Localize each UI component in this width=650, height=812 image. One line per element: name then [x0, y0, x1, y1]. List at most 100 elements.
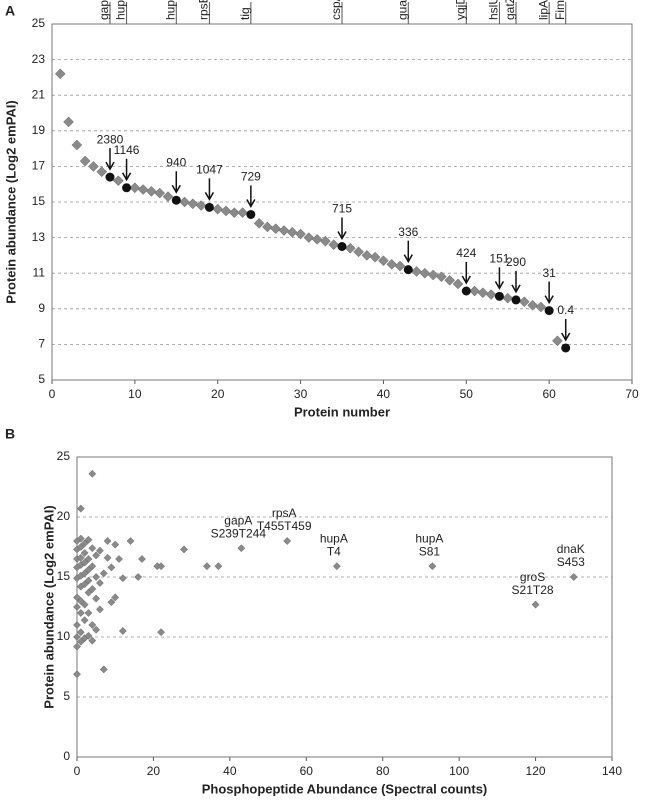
- point-label: 31: [542, 266, 556, 280]
- arrow-head: [403, 254, 413, 264]
- point: [214, 562, 223, 571]
- gene-label: tig: [238, 7, 252, 20]
- point: [92, 573, 101, 581]
- point: [237, 544, 246, 553]
- gene-label: guaA: [395, 0, 409, 20]
- point: [54, 68, 66, 80]
- point-label: 2380: [97, 132, 124, 146]
- point: [157, 562, 166, 571]
- point: [320, 235, 331, 247]
- point: [126, 537, 135, 545]
- point: [195, 200, 207, 211]
- arrow-head: [544, 295, 554, 305]
- point: [202, 562, 211, 571]
- x-tick-label: 60: [542, 387, 556, 401]
- y-tick-label: 25: [57, 449, 71, 463]
- point: [73, 670, 81, 679]
- gene-label: hslU: [487, 0, 501, 20]
- highlight-point: [544, 306, 554, 316]
- point: [552, 335, 563, 347]
- point: [469, 285, 480, 297]
- point: [84, 631, 93, 640]
- point: [107, 563, 116, 572]
- point: [179, 196, 190, 208]
- arrow-head: [246, 199, 256, 208]
- point: [111, 540, 120, 549]
- y-tick-label: 25: [32, 16, 46, 30]
- y-tick-label: 15: [57, 569, 71, 583]
- gene-label: hupB: [114, 0, 128, 20]
- gene-label: yqjD: [453, 0, 467, 20]
- point-label: 0.4: [557, 303, 574, 317]
- point: [162, 191, 174, 203]
- point-label: 151: [489, 252, 509, 266]
- point: [311, 234, 323, 245]
- arrow-head: [105, 161, 115, 171]
- point: [180, 545, 188, 554]
- highlight-point: [561, 343, 571, 353]
- point: [76, 628, 85, 637]
- point: [262, 221, 273, 233]
- point: [527, 299, 538, 311]
- point: [103, 553, 112, 562]
- point: [452, 278, 464, 290]
- point: [88, 161, 99, 172]
- point-label: 715: [332, 202, 352, 216]
- point-label: 336: [398, 225, 418, 239]
- point: [129, 182, 141, 194]
- x-tick-label: 20: [147, 764, 161, 778]
- gene-label: gapA: [97, 0, 111, 20]
- arrow-head: [121, 172, 132, 182]
- x-tick-label: 70: [625, 387, 639, 401]
- y-axis-title: Protein abundance (Log2 emPAI): [3, 100, 18, 303]
- point: [283, 537, 292, 545]
- point-label: S453: [557, 555, 585, 569]
- arrow-head: [561, 332, 571, 342]
- point: [386, 258, 398, 270]
- point-label: 424: [456, 246, 476, 260]
- point-label: rpsA: [272, 506, 297, 520]
- gene-label: cspA: [329, 0, 343, 20]
- point-label: hupA: [415, 531, 443, 545]
- point: [95, 605, 104, 614]
- x-tick-label: 120: [526, 764, 546, 778]
- point: [477, 287, 489, 299]
- y-axis-title: Protein abundance (Log2 emPAI): [41, 505, 56, 708]
- highlight-point: [511, 295, 521, 305]
- point: [88, 636, 97, 645]
- point: [378, 255, 389, 267]
- point: [270, 223, 282, 235]
- y-tick-label: 20: [57, 509, 71, 523]
- highlight-point: [105, 172, 115, 182]
- point: [394, 260, 406, 272]
- point: [369, 251, 381, 263]
- point-label: 1047: [196, 163, 223, 177]
- y-tick-label: 5: [38, 372, 45, 386]
- point: [138, 555, 146, 563]
- point: [76, 553, 85, 562]
- point-label: 290: [506, 255, 526, 269]
- gene-label: lipA: [536, 0, 550, 20]
- point: [112, 175, 124, 186]
- point: [157, 628, 166, 637]
- point: [84, 535, 93, 544]
- highlight-point: [204, 202, 214, 212]
- point: [411, 266, 422, 277]
- highlight-point: [122, 183, 132, 193]
- point: [92, 551, 101, 560]
- point: [118, 627, 127, 635]
- point: [73, 621, 81, 629]
- point: [80, 600, 89, 609]
- point: [88, 585, 97, 593]
- arrow-head: [511, 284, 521, 294]
- point: [84, 609, 93, 617]
- point: [137, 184, 149, 195]
- point: [146, 185, 157, 197]
- point: [111, 593, 120, 602]
- x-tick-label: 140: [602, 764, 622, 778]
- y-tick-label: 0: [63, 749, 70, 763]
- point: [427, 269, 439, 281]
- x-tick-label: 40: [223, 764, 237, 778]
- gene-label: rpsE: [197, 0, 211, 20]
